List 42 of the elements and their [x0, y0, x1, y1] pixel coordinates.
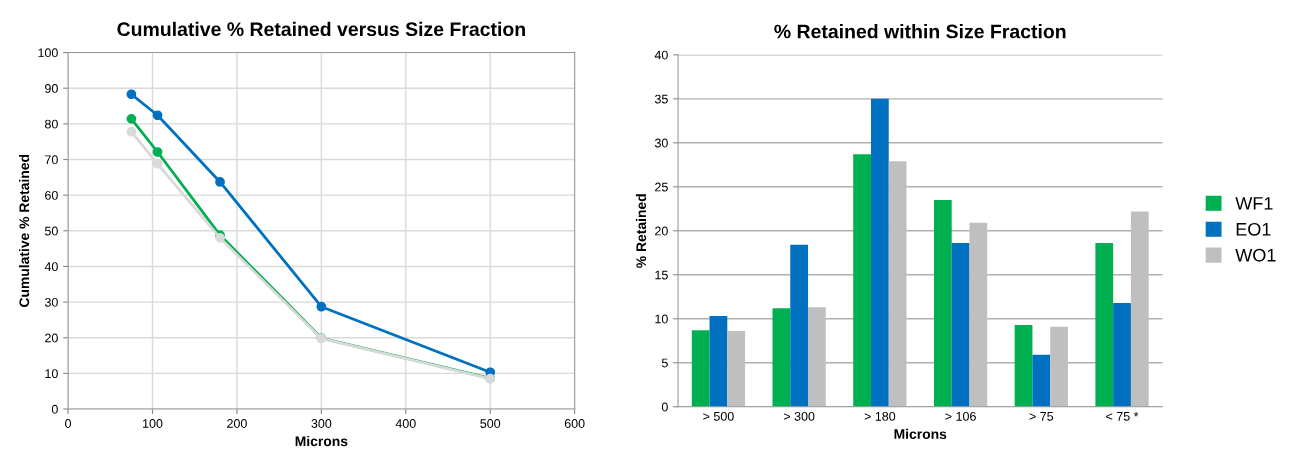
- y-tick-label: 90: [45, 84, 58, 93]
- x-tick-label: > 106: [945, 411, 976, 421]
- x-tick-label: 100: [143, 419, 163, 428]
- x-tick-label: 500: [480, 419, 501, 428]
- y-tick-label: 30: [654, 138, 668, 148]
- x-tick-label: 200: [227, 419, 247, 428]
- x-axis-title: Microns: [295, 435, 348, 447]
- x-tick-label: > 300: [783, 411, 815, 421]
- x-tick-label: 400: [395, 419, 416, 428]
- y-tick-label: 40: [654, 50, 668, 60]
- y-tick-label: 60: [45, 190, 58, 200]
- y-tick-label: 50: [44, 226, 58, 236]
- y-tick-label: 5: [661, 358, 668, 368]
- y-tick-label: 0: [51, 404, 58, 414]
- x-axis-title: Microns: [894, 428, 947, 439]
- y-tick-label: 80: [44, 119, 58, 129]
- y-tick-label: 20: [655, 226, 668, 236]
- y-tick-label: 30: [44, 297, 58, 307]
- x-tick-label: > 500: [703, 411, 734, 421]
- chart-title: Cumulative % Retained versus Size Fraction: [117, 21, 525, 37]
- x-tick-label: > 75: [1029, 412, 1054, 421]
- x-tick-label: < 75 *: [1106, 412, 1139, 421]
- legend-label: WO1: [1235, 248, 1276, 262]
- y-axis-title: % Retained: [635, 194, 647, 268]
- y-tick-label: 10: [45, 369, 58, 379]
- x-tick-label: 600: [564, 419, 585, 428]
- y-tick-label: 0: [661, 402, 668, 412]
- legend-label: WF1: [1235, 197, 1273, 210]
- y-tick-label: 40: [44, 262, 58, 272]
- y-tick-label: 100: [38, 48, 58, 58]
- y-tick-label: 35: [654, 94, 668, 104]
- x-tick-label: > 180: [864, 411, 896, 421]
- legend-label: EO1: [1236, 222, 1271, 236]
- y-tick-label: 10: [655, 314, 668, 324]
- y-tick-label: 70: [45, 155, 58, 165]
- y-tick-label: 20: [45, 333, 58, 343]
- chart-title: % Retained within Size Fraction: [774, 24, 1066, 39]
- y-tick-label: 25: [655, 182, 668, 192]
- y-tick-label: 15: [655, 270, 668, 280]
- y-axis-title: Cumulative % Retained: [18, 154, 30, 307]
- x-tick-label: 0: [65, 419, 72, 428]
- x-tick-label: 300: [311, 419, 332, 428]
